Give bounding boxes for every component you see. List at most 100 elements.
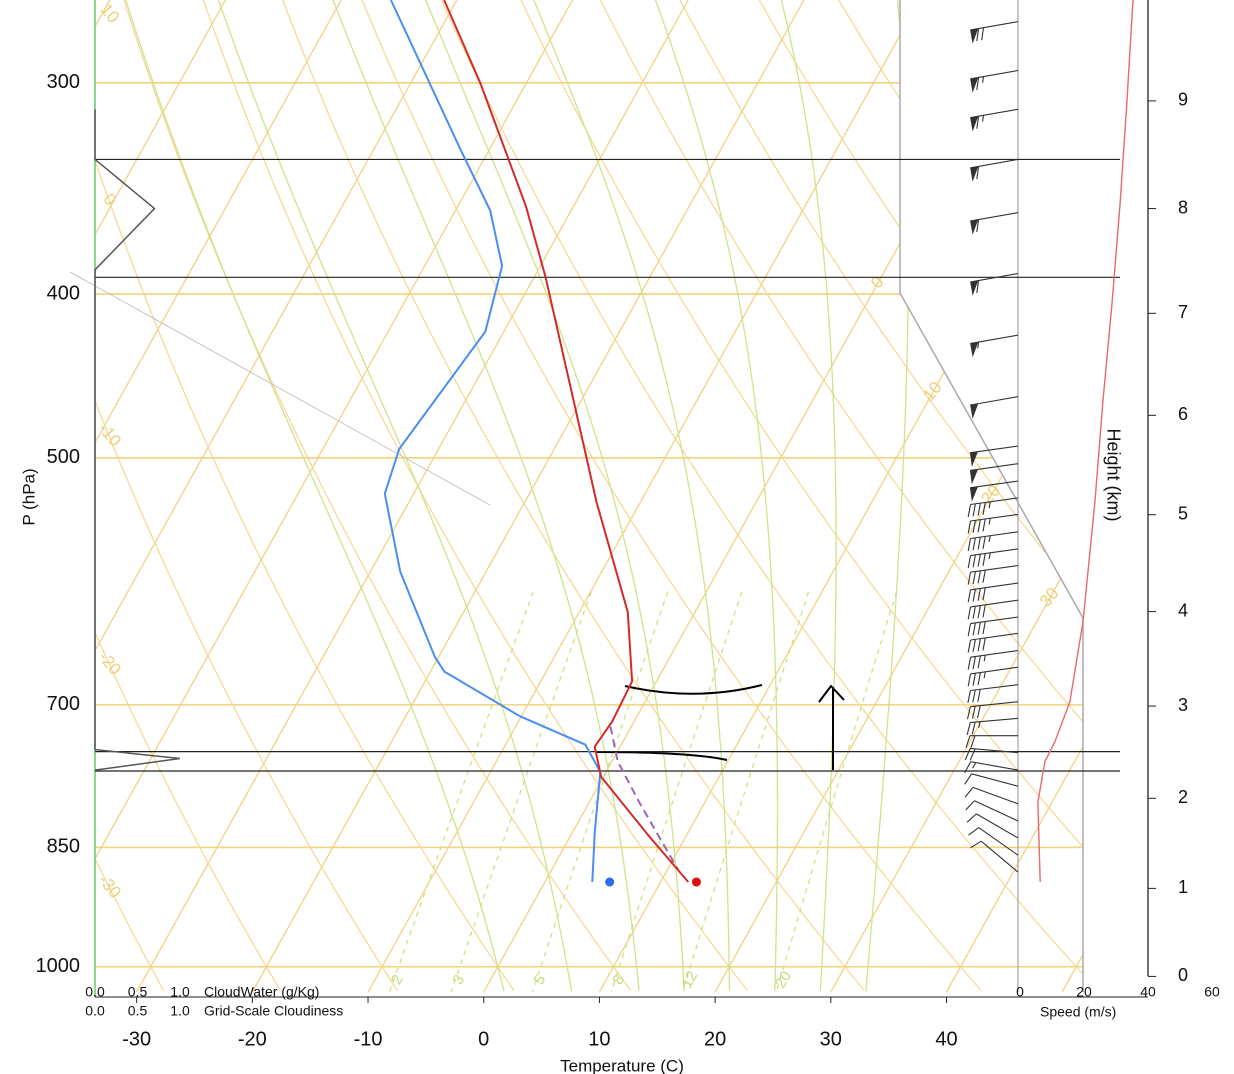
x-tick-label: -10 — [354, 1028, 383, 1050]
height-tick-label: 1 — [1178, 877, 1188, 897]
wind-barb — [967, 564, 1019, 585]
wind-barb — [970, 158, 1019, 182]
dry-adiabat — [679, 0, 1083, 992]
mixing-ratio-label: 12 — [678, 968, 701, 991]
wind-barb — [964, 786, 1019, 805]
wind-barb — [969, 445, 1019, 467]
height-tick-label: 6 — [1178, 404, 1188, 424]
isotherm — [95, 0, 458, 992]
moist-adiabat — [865, 0, 910, 992]
isotherm — [251, 0, 805, 992]
y-axis-label: P (hPa) — [19, 468, 38, 525]
wind-barb — [970, 21, 1019, 44]
wind-barb — [967, 649, 1019, 670]
wind-barb — [967, 616, 1019, 637]
wind-barb — [969, 463, 1019, 485]
wind-barb — [970, 212, 1019, 235]
temperature-line — [443, 0, 690, 883]
mixing-ratio-line — [531, 591, 669, 992]
wind-barb — [970, 69, 1019, 93]
moist-adiabat — [217, 0, 573, 992]
wind-barb — [967, 497, 1019, 518]
surface-temperature-dot — [691, 877, 701, 887]
wind-barb — [964, 761, 1019, 774]
cloud-water-tick-label: 0.0 — [85, 984, 105, 1000]
height-tick-label: 5 — [1178, 503, 1188, 523]
y-tick-label: 400 — [47, 282, 80, 304]
surface-dewpoint-dot — [605, 877, 615, 887]
mixing-ratio-label: 3 — [449, 972, 468, 988]
dry-adiabat — [599, 0, 1083, 992]
wind-barb — [966, 813, 1019, 839]
y-tick-label: 1000 — [36, 955, 81, 977]
isotherm — [598, 0, 1083, 992]
wind-barb — [965, 735, 1018, 748]
mixing-ratio-label: 20 — [772, 968, 795, 991]
wind-barb — [969, 480, 1019, 502]
x-axis-label: Temperature (C) — [560, 1056, 684, 1074]
isotherm — [483, 0, 1036, 992]
dry-adiabat — [202, 0, 748, 991]
x-tick-label: 10 — [588, 1028, 610, 1050]
speed-tick-label: 40 — [1140, 984, 1156, 1000]
height-tick-label: 3 — [1178, 695, 1188, 715]
x-tick-label: 0 — [478, 1028, 489, 1050]
dry-adiabat-label: -10 — [95, 419, 125, 450]
guide-line — [69, 271, 491, 506]
speed-axis-label: Speed (m/s) — [1040, 1004, 1116, 1020]
dewpoint-line — [383, 0, 602, 883]
y-tick-label: 850 — [47, 836, 80, 858]
speed-line — [1037, 0, 1134, 883]
cloud-water-tick-label: 1.0 — [170, 984, 190, 1000]
dry-adiabat-label: 0 — [99, 190, 120, 209]
isotherm — [714, 0, 1083, 992]
skewt-background — [95, 0, 1083, 992]
isotherm-label: 10 — [919, 378, 946, 405]
cloudiness-label: Grid-Scale Cloudiness — [204, 1003, 343, 1019]
y-tick-label: 500 — [47, 446, 80, 468]
wind-barb — [970, 108, 1019, 132]
isotherm — [95, 0, 226, 992]
wind-barb — [970, 396, 1019, 419]
cloudiness-tick-label: 0.5 — [128, 1003, 148, 1019]
mixing-ratio-label: 2 — [388, 972, 407, 988]
cloud-water-label: CloudWater (g/Kg) — [204, 984, 319, 1000]
wind-barb — [967, 582, 1019, 603]
moist-adiabat — [125, 0, 505, 992]
moist-adiabat — [533, 0, 731, 992]
height-axis-label: Height (km) — [1103, 428, 1123, 521]
wind-barb — [970, 840, 1019, 873]
x-tick-label: 20 — [704, 1028, 726, 1050]
dry-adiabat — [361, 0, 982, 991]
x-tick-label: 30 — [820, 1028, 842, 1050]
wind-barb — [967, 684, 1019, 704]
speed-tick-label: 60 — [1204, 984, 1220, 1000]
dry-adiabat — [95, 0, 165, 991]
mixing-ratio-line — [389, 591, 534, 992]
height-tick-label: 0 — [1178, 965, 1188, 985]
wind-barb — [967, 548, 1019, 569]
height-tick-label: 8 — [1178, 197, 1188, 217]
dry-adiabat — [95, 0, 515, 991]
dry-adiabat — [95, 0, 281, 991]
isotherm-label: 0 — [867, 273, 888, 292]
dry-adiabat — [441, 0, 1083, 991]
isotherm — [136, 0, 689, 992]
wind-barb — [964, 773, 1019, 787]
x-tick-label: -20 — [238, 1028, 267, 1050]
speed-tick-label: 20 — [1076, 984, 1092, 1000]
dry-adiabat — [123, 0, 632, 991]
height-tick-label: 2 — [1178, 787, 1188, 807]
wind-barb — [964, 747, 1019, 761]
height-tick-label: 4 — [1178, 600, 1188, 620]
x-tick-label: 40 — [935, 1028, 957, 1050]
cloudiness-line — [94, 109, 181, 771]
moist-adiabat — [654, 0, 779, 992]
isotherm — [830, 0, 1083, 992]
dry-adiabat — [95, 0, 398, 991]
isotherm — [95, 0, 342, 992]
wind-barb — [967, 632, 1019, 653]
cloudiness-tick-label: 1.0 — [170, 1003, 190, 1019]
